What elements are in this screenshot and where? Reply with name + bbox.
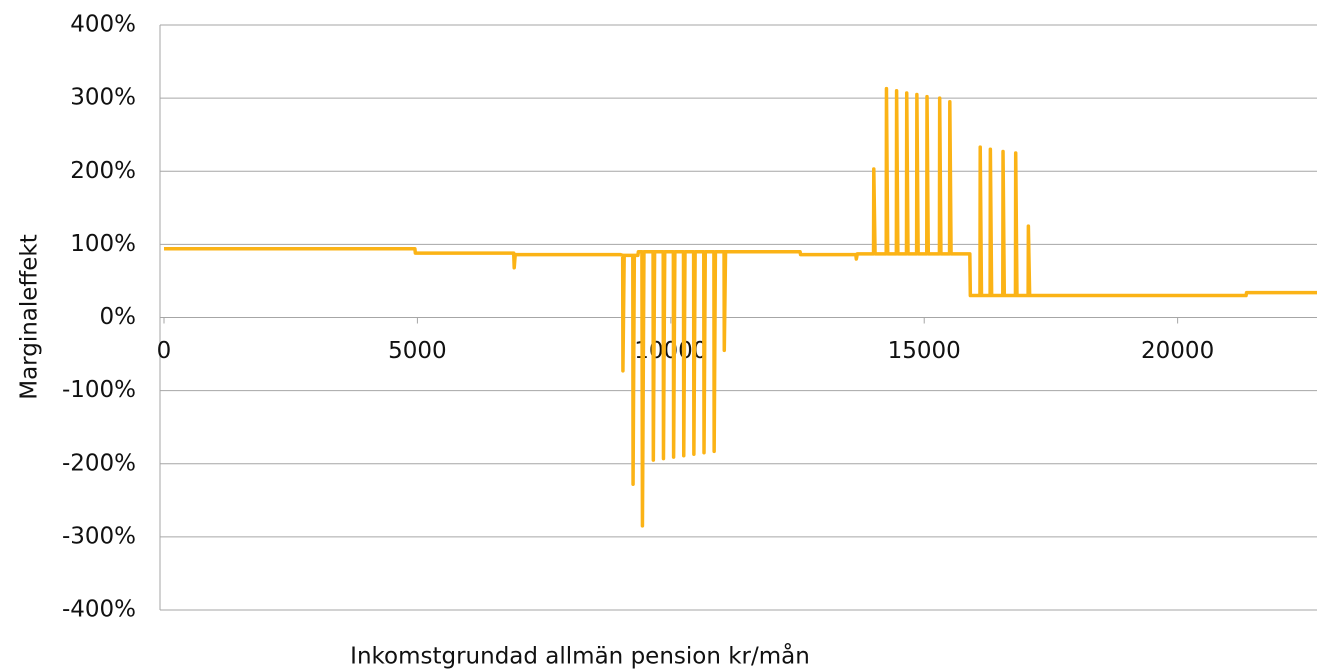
y-axis-title: Marginaleffekt — [17, 234, 43, 400]
y-tick-label: -300% — [62, 523, 136, 549]
y-tick-label: -100% — [62, 377, 136, 403]
x-tick-label: 20000 — [1141, 338, 1214, 364]
y-tick-label: -200% — [62, 450, 136, 476]
y-tick-label: 300% — [70, 85, 136, 111]
y-tick-label: 100% — [70, 231, 136, 257]
x-axis-title: Inkomstgrundad allmän pension kr/mån — [350, 642, 810, 670]
data-line — [164, 86, 1317, 528]
x-tick-label: 10000 — [634, 338, 707, 364]
y-tick-label: -400% — [62, 597, 136, 623]
x-tick-label: 0 — [157, 338, 172, 364]
y-tick-label: 200% — [70, 158, 136, 184]
x-tick-label: 15000 — [888, 338, 961, 364]
x-tick-label: 5000 — [388, 338, 447, 364]
y-tick-label: 0% — [100, 304, 137, 330]
y-tick-label: 400% — [70, 12, 136, 38]
